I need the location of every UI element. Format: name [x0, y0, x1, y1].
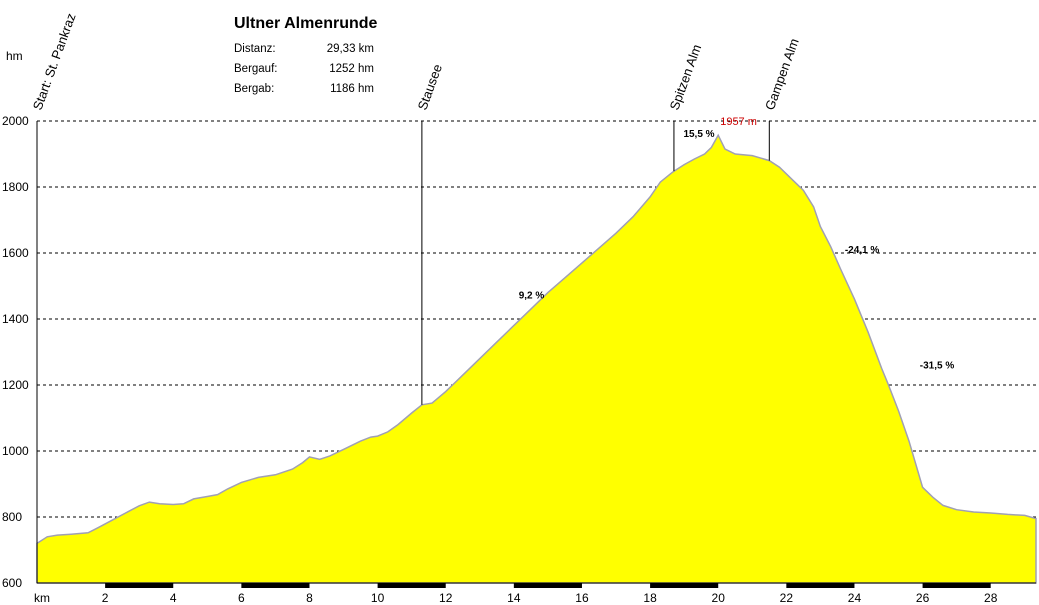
waypoint-label-2: Spitzen Alm [667, 42, 705, 112]
y-tick-label-1000: 1000 [2, 444, 29, 458]
x-tick-label-6: 6 [238, 591, 245, 605]
annotation-4: -31,5 % [920, 361, 955, 372]
annotation-3: -24,1 % [845, 245, 880, 256]
y-tick-label-1200: 1200 [2, 378, 29, 392]
waypoint-label-0: Start: St. Pankraz [30, 11, 79, 112]
x-tick-label-4: 4 [170, 591, 177, 605]
y-tick-label-600: 600 [2, 576, 22, 590]
x-tick-label-24: 24 [848, 591, 862, 605]
waypoint-label-3: Gampen Alm [762, 36, 802, 112]
x-tick-labels: 2 4 6 8 10 12 14 16 18 20 22 24 26 28 [102, 591, 998, 605]
x-tick-label-28: 28 [984, 591, 998, 605]
x-axis-label: km [34, 591, 50, 605]
stat-value-ascent: 1252 hm [329, 63, 374, 75]
x-tick-label-2: 2 [102, 591, 109, 605]
x-axis-segment-6 [241, 583, 310, 588]
x-tick-label-22: 22 [780, 591, 794, 605]
x-tick-label-26: 26 [916, 591, 930, 605]
x-tick-label-16: 16 [575, 591, 589, 605]
annotation-0: 1957 m [720, 116, 757, 128]
stat-value-distance: 29,33 km [327, 43, 374, 55]
y-tick-label-800: 800 [2, 510, 22, 524]
x-axis-segment-10 [377, 583, 446, 588]
y-tick-label-1400: 1400 [2, 312, 29, 326]
x-tick-label-18: 18 [643, 591, 657, 605]
elevation-area [36, 133, 1037, 584]
stat-label-descent: Bergab: [234, 83, 274, 95]
stat-value-descent: 1186 hm [330, 83, 374, 95]
stats-table: Distanz: 29,33 km Bergauf: 1252 hm Berga… [234, 43, 374, 95]
annotation-1: 15,5 % [683, 129, 714, 140]
x-axis-segment-2 [105, 583, 174, 588]
y-tick-label-2000: 2000 [2, 114, 29, 128]
x-axis-segment-18 [650, 583, 719, 588]
x-axis-segment-26 [922, 583, 991, 588]
waypoint-label-1: Stausee [415, 62, 445, 112]
x-tick-label-10: 10 [371, 591, 385, 605]
x-tick-label-14: 14 [507, 591, 521, 605]
x-axis-segment-22 [786, 583, 855, 588]
y-tick-labels: 600 800 1000 1200 1400 1600 1800 2000 [2, 114, 29, 590]
stat-label-ascent: Bergauf: [234, 63, 277, 75]
x-axis-segment-14 [513, 583, 582, 588]
annotations: 1957 m 15,5 % 9,2 % -24,1 % -31,5 % [519, 116, 955, 371]
x-tick-label-12: 12 [439, 591, 453, 605]
y-axis-label: hm [6, 49, 23, 63]
x-axis-bar [37, 582, 1036, 588]
x-tick-label-8: 8 [306, 591, 313, 605]
y-tick-label-1800: 1800 [2, 180, 29, 194]
x-tick-label-20: 20 [712, 591, 726, 605]
annotation-2: 9,2 % [519, 291, 545, 302]
chart-title: Ultner Almenrunde [234, 15, 378, 32]
stat-label-distance: Distanz: [234, 43, 276, 55]
y-tick-label-1600: 1600 [2, 246, 29, 260]
